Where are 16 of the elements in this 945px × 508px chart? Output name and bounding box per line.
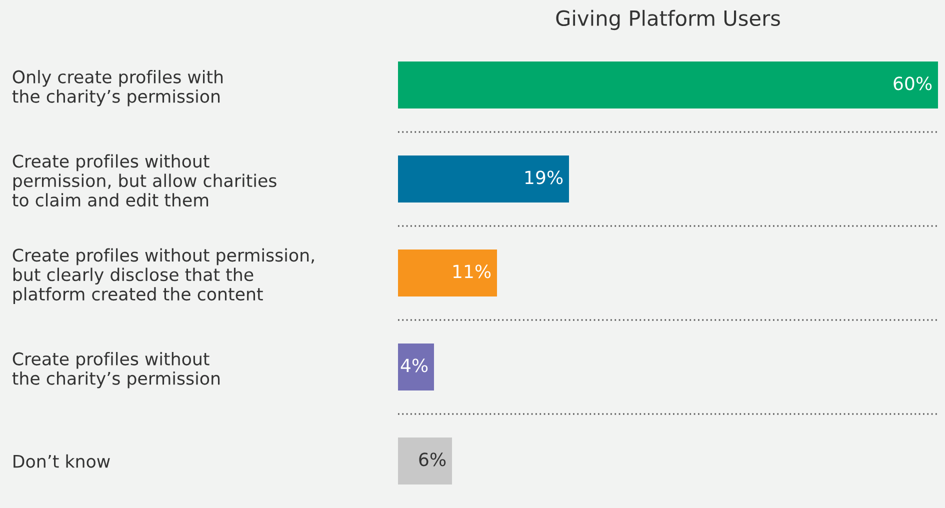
- data-label: 4%: [400, 358, 428, 372]
- bar: [398, 62, 938, 108]
- y-tick-label: Create profiles without the charity’s permission: [12, 352, 220, 388]
- bar: [398, 344, 434, 390]
- bar: [398, 250, 497, 296]
- y-tick-label: Create profiles without permission, but clearly disclose that the platform created the content: [12, 248, 314, 304]
- chart-title: Giving Platform Users: [556, 10, 780, 30]
- data-label: 6%: [419, 452, 446, 466]
- bar: [398, 156, 569, 202]
- data-label: 60%: [894, 76, 932, 90]
- y-tick-label: Only create profiles with the charity’s permission: [12, 70, 223, 106]
- bar: [398, 438, 452, 484]
- data-label: 11%: [453, 264, 491, 278]
- y-tick-label: Don’t know: [14, 454, 110, 468]
- data-label: 19%: [525, 170, 563, 184]
- y-tick-label: Create profiles without permission, but allow charities to claim and edit them: [12, 154, 276, 207]
